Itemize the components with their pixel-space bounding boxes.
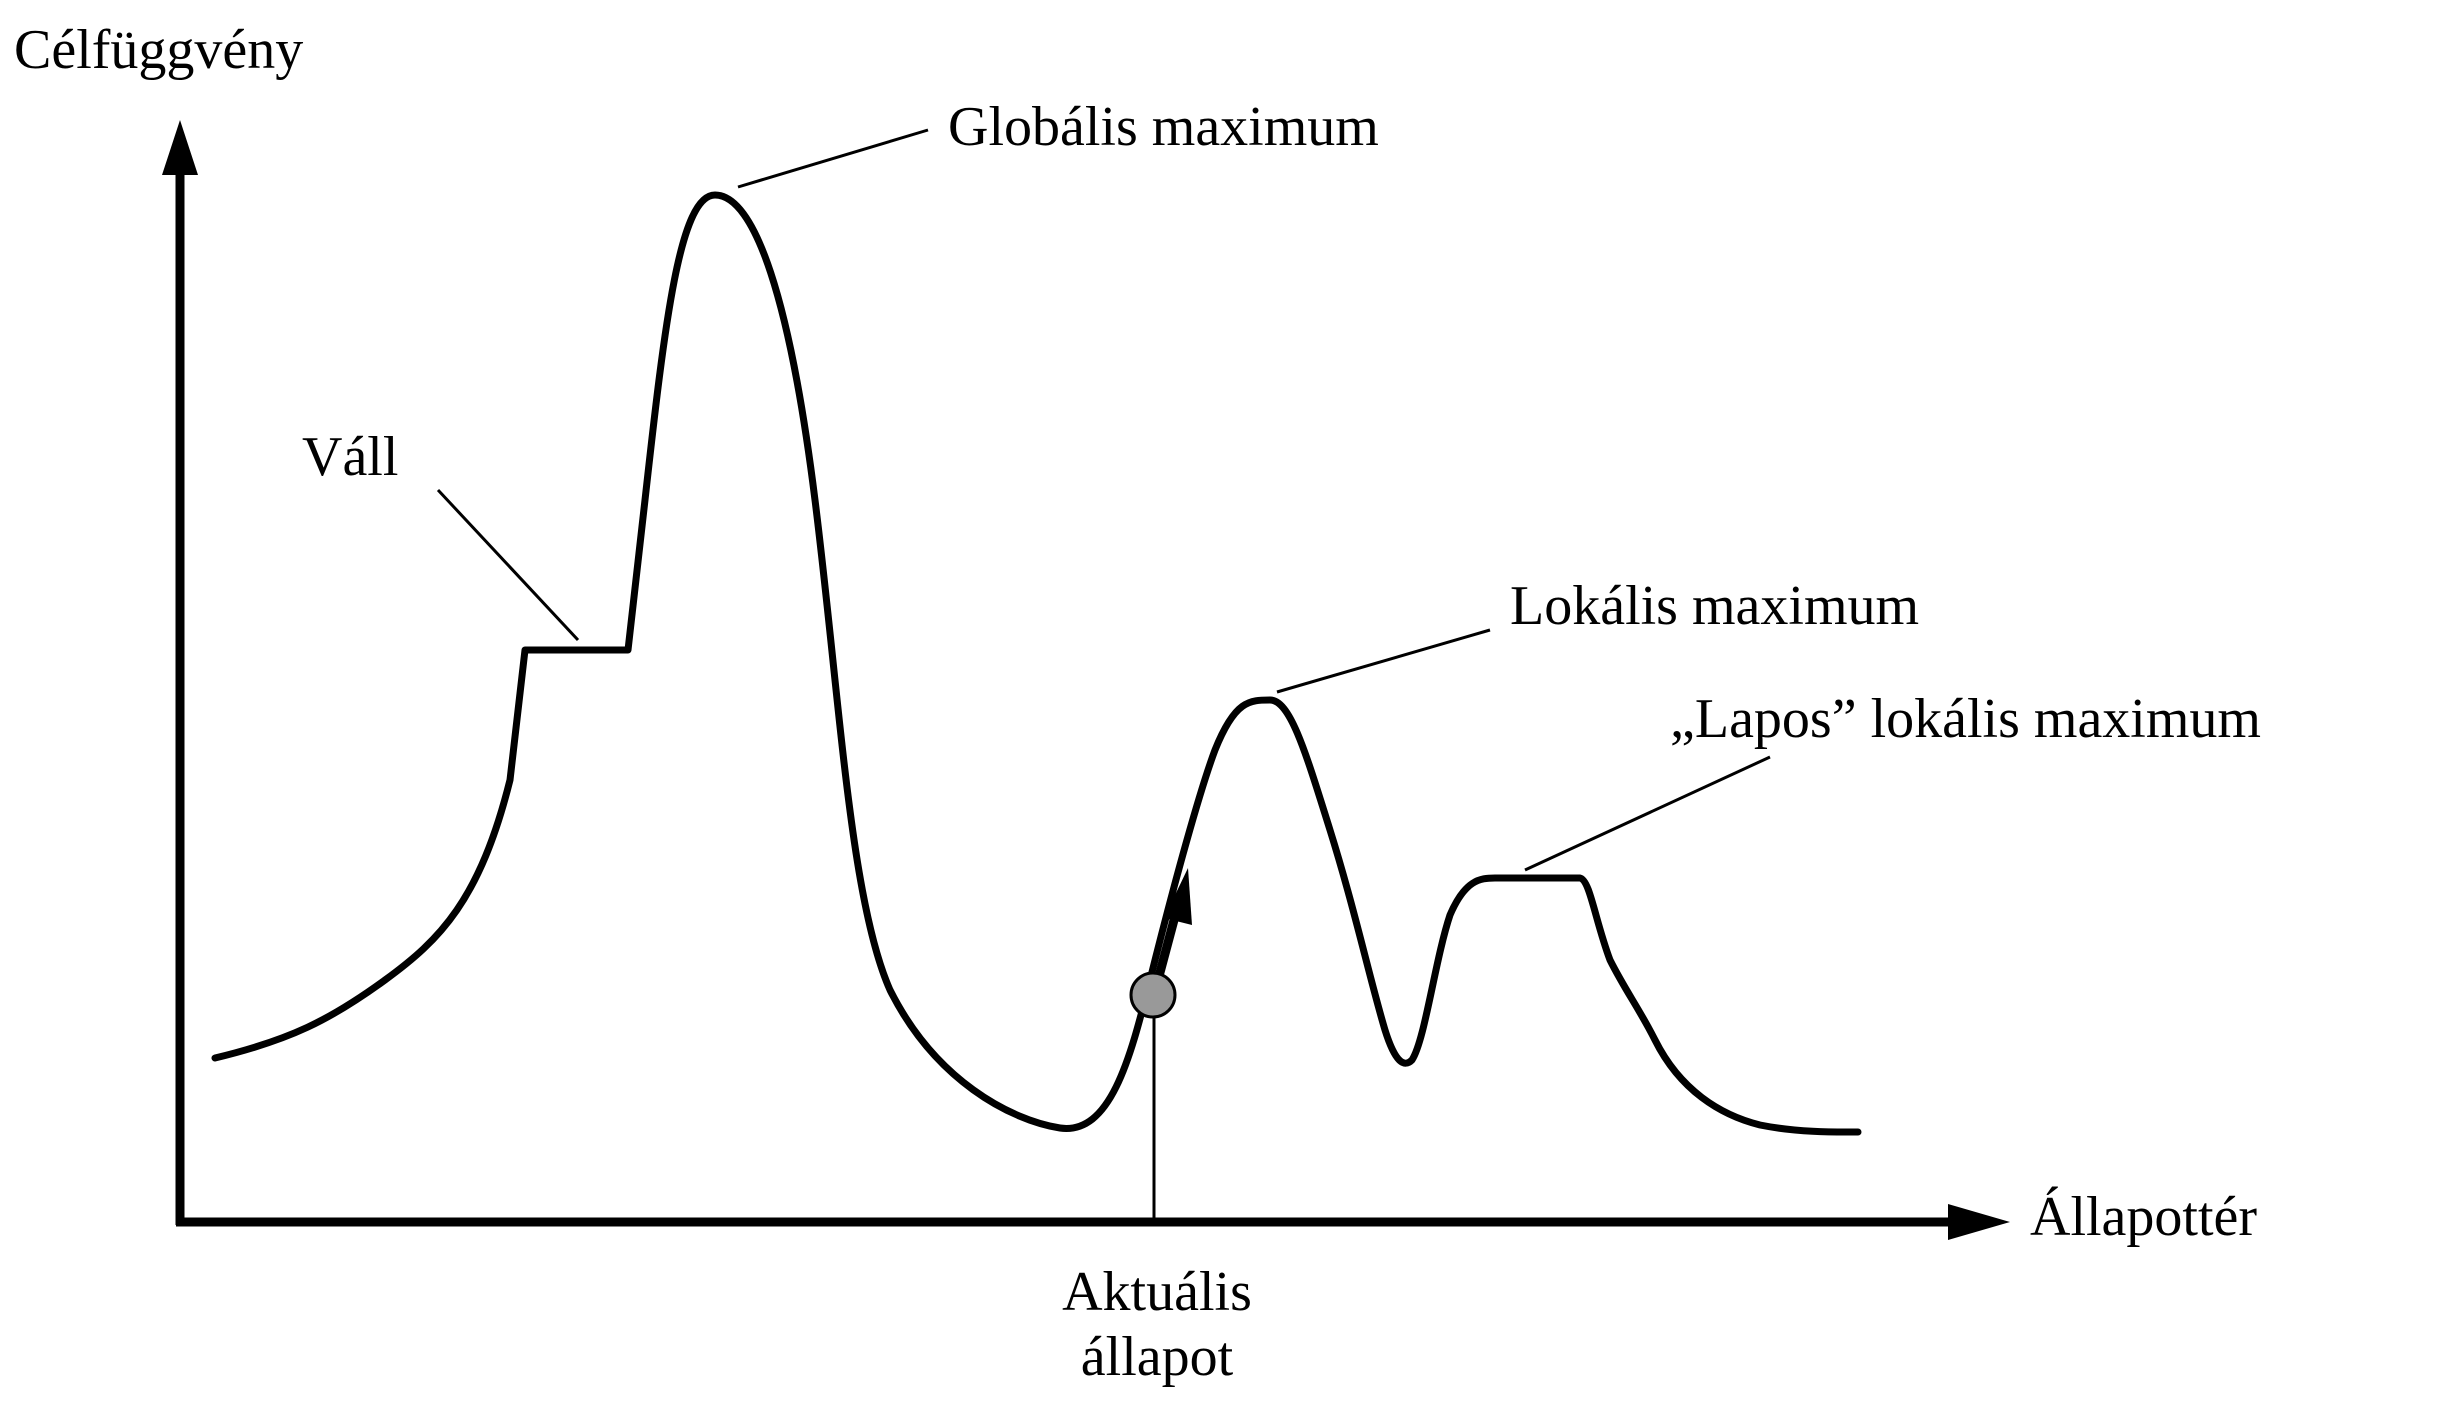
flat-local-max-label: „Lapos” lokális maximum (1670, 688, 2261, 750)
local-max-leader-line (1276, 628, 1491, 694)
local-max-label: Lokális maximum (1510, 575, 1919, 637)
flat-local-max-leader-line (1524, 755, 1771, 872)
shoulder-label: Váll (302, 426, 398, 488)
objective-function-curve (211, 191, 1862, 1136)
y-axis-arrowhead (162, 120, 198, 175)
current-state-label-line1: Aktuális (1062, 1261, 1252, 1323)
x-axis-label: Állapottér (2030, 1186, 2257, 1248)
shoulder-leader-line (436, 488, 580, 642)
current-state-direction-arrowhead (1164, 868, 1192, 925)
global-max-leader-line (737, 128, 929, 189)
global-max-label: Globális maximum (948, 96, 1379, 158)
current-state-label-line2: állapot (1081, 1326, 1234, 1388)
x-axis-arrowhead (1948, 1204, 2010, 1240)
y-axis-label: Célfüggvény (14, 19, 303, 81)
current-state-point (1129, 971, 1177, 1019)
